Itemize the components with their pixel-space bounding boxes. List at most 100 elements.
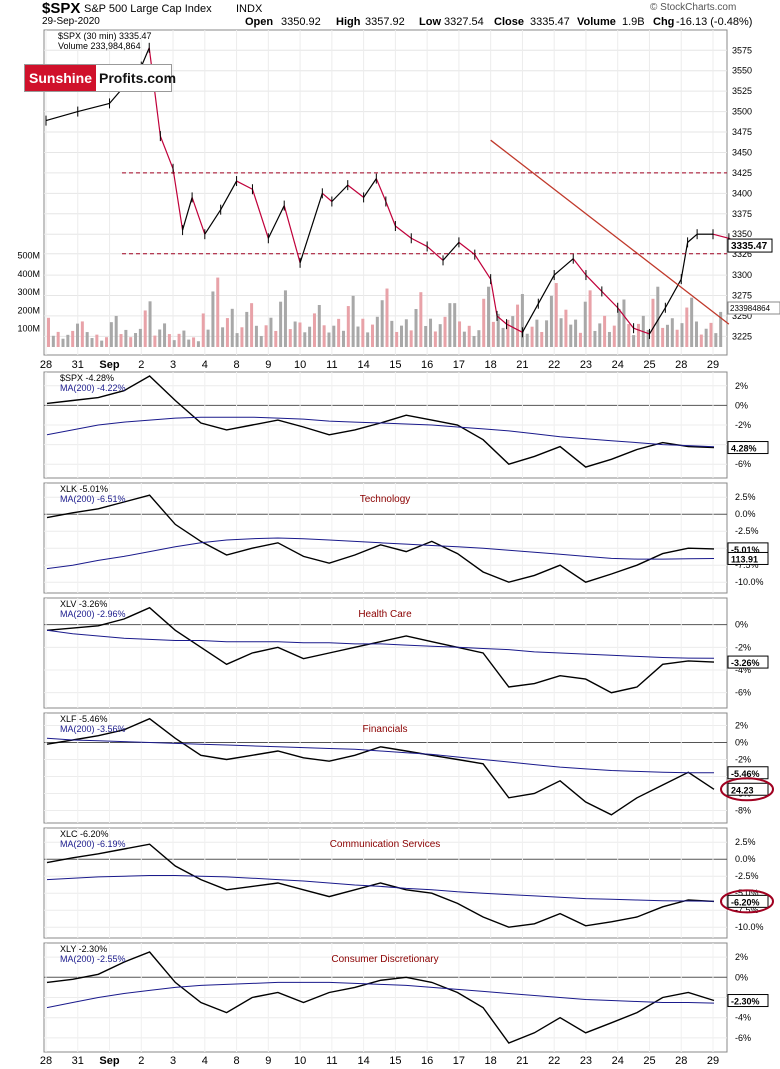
panel-tick-label: 0% bbox=[735, 620, 748, 630]
volume-bar bbox=[453, 303, 457, 347]
panel-tick-label: 0.0% bbox=[735, 854, 756, 864]
panel-legend-entry: MA(200) -6.19% bbox=[60, 839, 126, 849]
volume-tick-label: 500M bbox=[17, 251, 40, 261]
chart-date: 29-Sep-2020 bbox=[42, 16, 100, 27]
volume-bar bbox=[245, 311, 249, 347]
x-tick-label: 10 bbox=[294, 359, 306, 371]
panel-tick-label: -2% bbox=[735, 420, 751, 430]
panel-tick-label: -5.0% bbox=[735, 888, 759, 898]
volume-bar bbox=[670, 318, 674, 347]
volume-bar bbox=[235, 333, 239, 347]
volume-bar bbox=[651, 298, 655, 347]
price-legend-entry: $SPX (30 min) 3335.47 bbox=[58, 31, 152, 41]
volume-tick-label: 200M bbox=[17, 305, 40, 315]
panel-tick-label: -2.5% bbox=[735, 871, 759, 881]
volume-bar bbox=[264, 325, 268, 347]
trendline bbox=[490, 139, 730, 325]
price-segment bbox=[182, 197, 193, 231]
copyright: © StockCharts.com bbox=[650, 2, 737, 13]
panel-tick-label: 2.5% bbox=[735, 837, 756, 847]
volume-bar bbox=[482, 298, 486, 347]
volume-bar bbox=[559, 318, 563, 347]
panel-value-label: -6.20% bbox=[731, 897, 760, 907]
volume-bar bbox=[617, 309, 621, 347]
volume-bar bbox=[549, 295, 553, 347]
bottom-x-tick-label: 15 bbox=[389, 1055, 401, 1067]
volume-bar bbox=[105, 337, 109, 347]
bottom-x-tick-label: 3 bbox=[170, 1055, 176, 1067]
panel-value-box bbox=[727, 894, 769, 908]
high-value: 3357.92 bbox=[365, 16, 405, 28]
volume-bar bbox=[375, 316, 379, 347]
volume-bar bbox=[564, 309, 568, 347]
volume-bar bbox=[356, 326, 360, 347]
price-segment bbox=[385, 201, 396, 227]
price-tick-label: 3225 bbox=[732, 331, 752, 341]
x-tick-label: 4 bbox=[202, 359, 208, 371]
moving-average-line bbox=[46, 537, 715, 570]
volume-bar bbox=[612, 325, 616, 347]
volume-bar bbox=[438, 324, 442, 347]
volume-bar bbox=[259, 336, 263, 347]
price-tick-label: 3300 bbox=[732, 270, 752, 280]
panel-legend-entry: XLC -6.20% bbox=[60, 829, 109, 839]
volume-bar bbox=[370, 324, 374, 347]
bottom-x-tick-label: 17 bbox=[453, 1055, 465, 1067]
volume-bar bbox=[148, 301, 152, 347]
x-tick-label: 28 bbox=[40, 359, 52, 371]
x-tick-label: 21 bbox=[516, 359, 528, 371]
highlight-ellipse bbox=[720, 777, 774, 802]
bottom-x-tick-label: 10 bbox=[294, 1055, 306, 1067]
volume-bar bbox=[395, 331, 399, 347]
volume-bar bbox=[661, 327, 665, 347]
panel-value-label: 113.91 bbox=[731, 554, 758, 564]
volume-bar bbox=[61, 338, 65, 347]
price-segment bbox=[458, 241, 476, 256]
price-legend-entry: Volume 233,984,864 bbox=[58, 41, 141, 51]
volume-bar bbox=[192, 337, 196, 347]
price-segment bbox=[331, 184, 349, 202]
volume-bar bbox=[312, 313, 316, 347]
volume-bar bbox=[419, 292, 423, 347]
volume-bar bbox=[158, 329, 162, 347]
price-segment bbox=[140, 47, 150, 67]
volume-bar bbox=[76, 323, 80, 347]
volume-bar bbox=[167, 334, 171, 347]
panel-value-box bbox=[727, 655, 769, 669]
x-tick-label: 24 bbox=[612, 359, 624, 371]
price-segment bbox=[410, 237, 428, 247]
panel-tick-label: 2% bbox=[735, 952, 748, 962]
price-tick-label: 3250 bbox=[732, 311, 752, 321]
panel-legend-entry: MA(200) -2.96% bbox=[60, 609, 126, 619]
volume-bar bbox=[254, 325, 258, 347]
volume-bar bbox=[433, 331, 437, 347]
performance-line bbox=[46, 375, 715, 468]
volume-bar bbox=[366, 332, 370, 347]
price-segment bbox=[572, 258, 587, 276]
price-tick-label: 3500 bbox=[732, 107, 752, 117]
volume-bar bbox=[187, 339, 191, 347]
price-segment bbox=[299, 193, 323, 263]
panel-legend-entry: MA(200) -2.55% bbox=[60, 954, 126, 964]
volume-bar bbox=[719, 311, 723, 347]
x-tick-label: 14 bbox=[357, 359, 369, 371]
low-label: Low bbox=[419, 16, 441, 28]
price-segment bbox=[442, 241, 460, 261]
volume-bar bbox=[298, 322, 302, 347]
panel-legend-entry: MA(200) -3.56% bbox=[60, 724, 126, 734]
volume-bar bbox=[627, 324, 631, 347]
performance-line bbox=[46, 951, 715, 1044]
sunshine-profits-logo: Sunshine Profits.com bbox=[24, 64, 176, 92]
panel-frame bbox=[43, 712, 728, 824]
bottom-x-tick-label: 24 bbox=[612, 1055, 624, 1067]
panel-tick-label: 0% bbox=[735, 738, 748, 748]
bottom-x-tick-label: 8 bbox=[234, 1055, 240, 1067]
chart-header: $SPX S&P 500 Large Cap Index INDX 29-Sep… bbox=[0, 0, 780, 28]
panel-tick-label: 2% bbox=[735, 381, 748, 391]
price-segment bbox=[648, 307, 666, 335]
x-tick-label: 22 bbox=[548, 359, 560, 371]
volume-bar bbox=[675, 329, 679, 347]
volume-bar bbox=[51, 335, 55, 347]
volume-bar bbox=[303, 332, 307, 347]
